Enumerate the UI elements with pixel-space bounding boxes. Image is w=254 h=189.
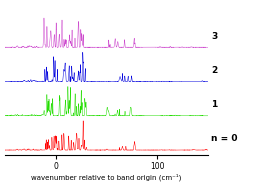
Text: 2: 2 [211,66,218,75]
Text: n = 0: n = 0 [211,134,238,143]
Text: 1: 1 [211,100,218,109]
Text: 3: 3 [211,32,218,41]
X-axis label: wavenumber relative to band origin (cm⁻¹): wavenumber relative to band origin (cm⁻¹… [31,174,182,181]
